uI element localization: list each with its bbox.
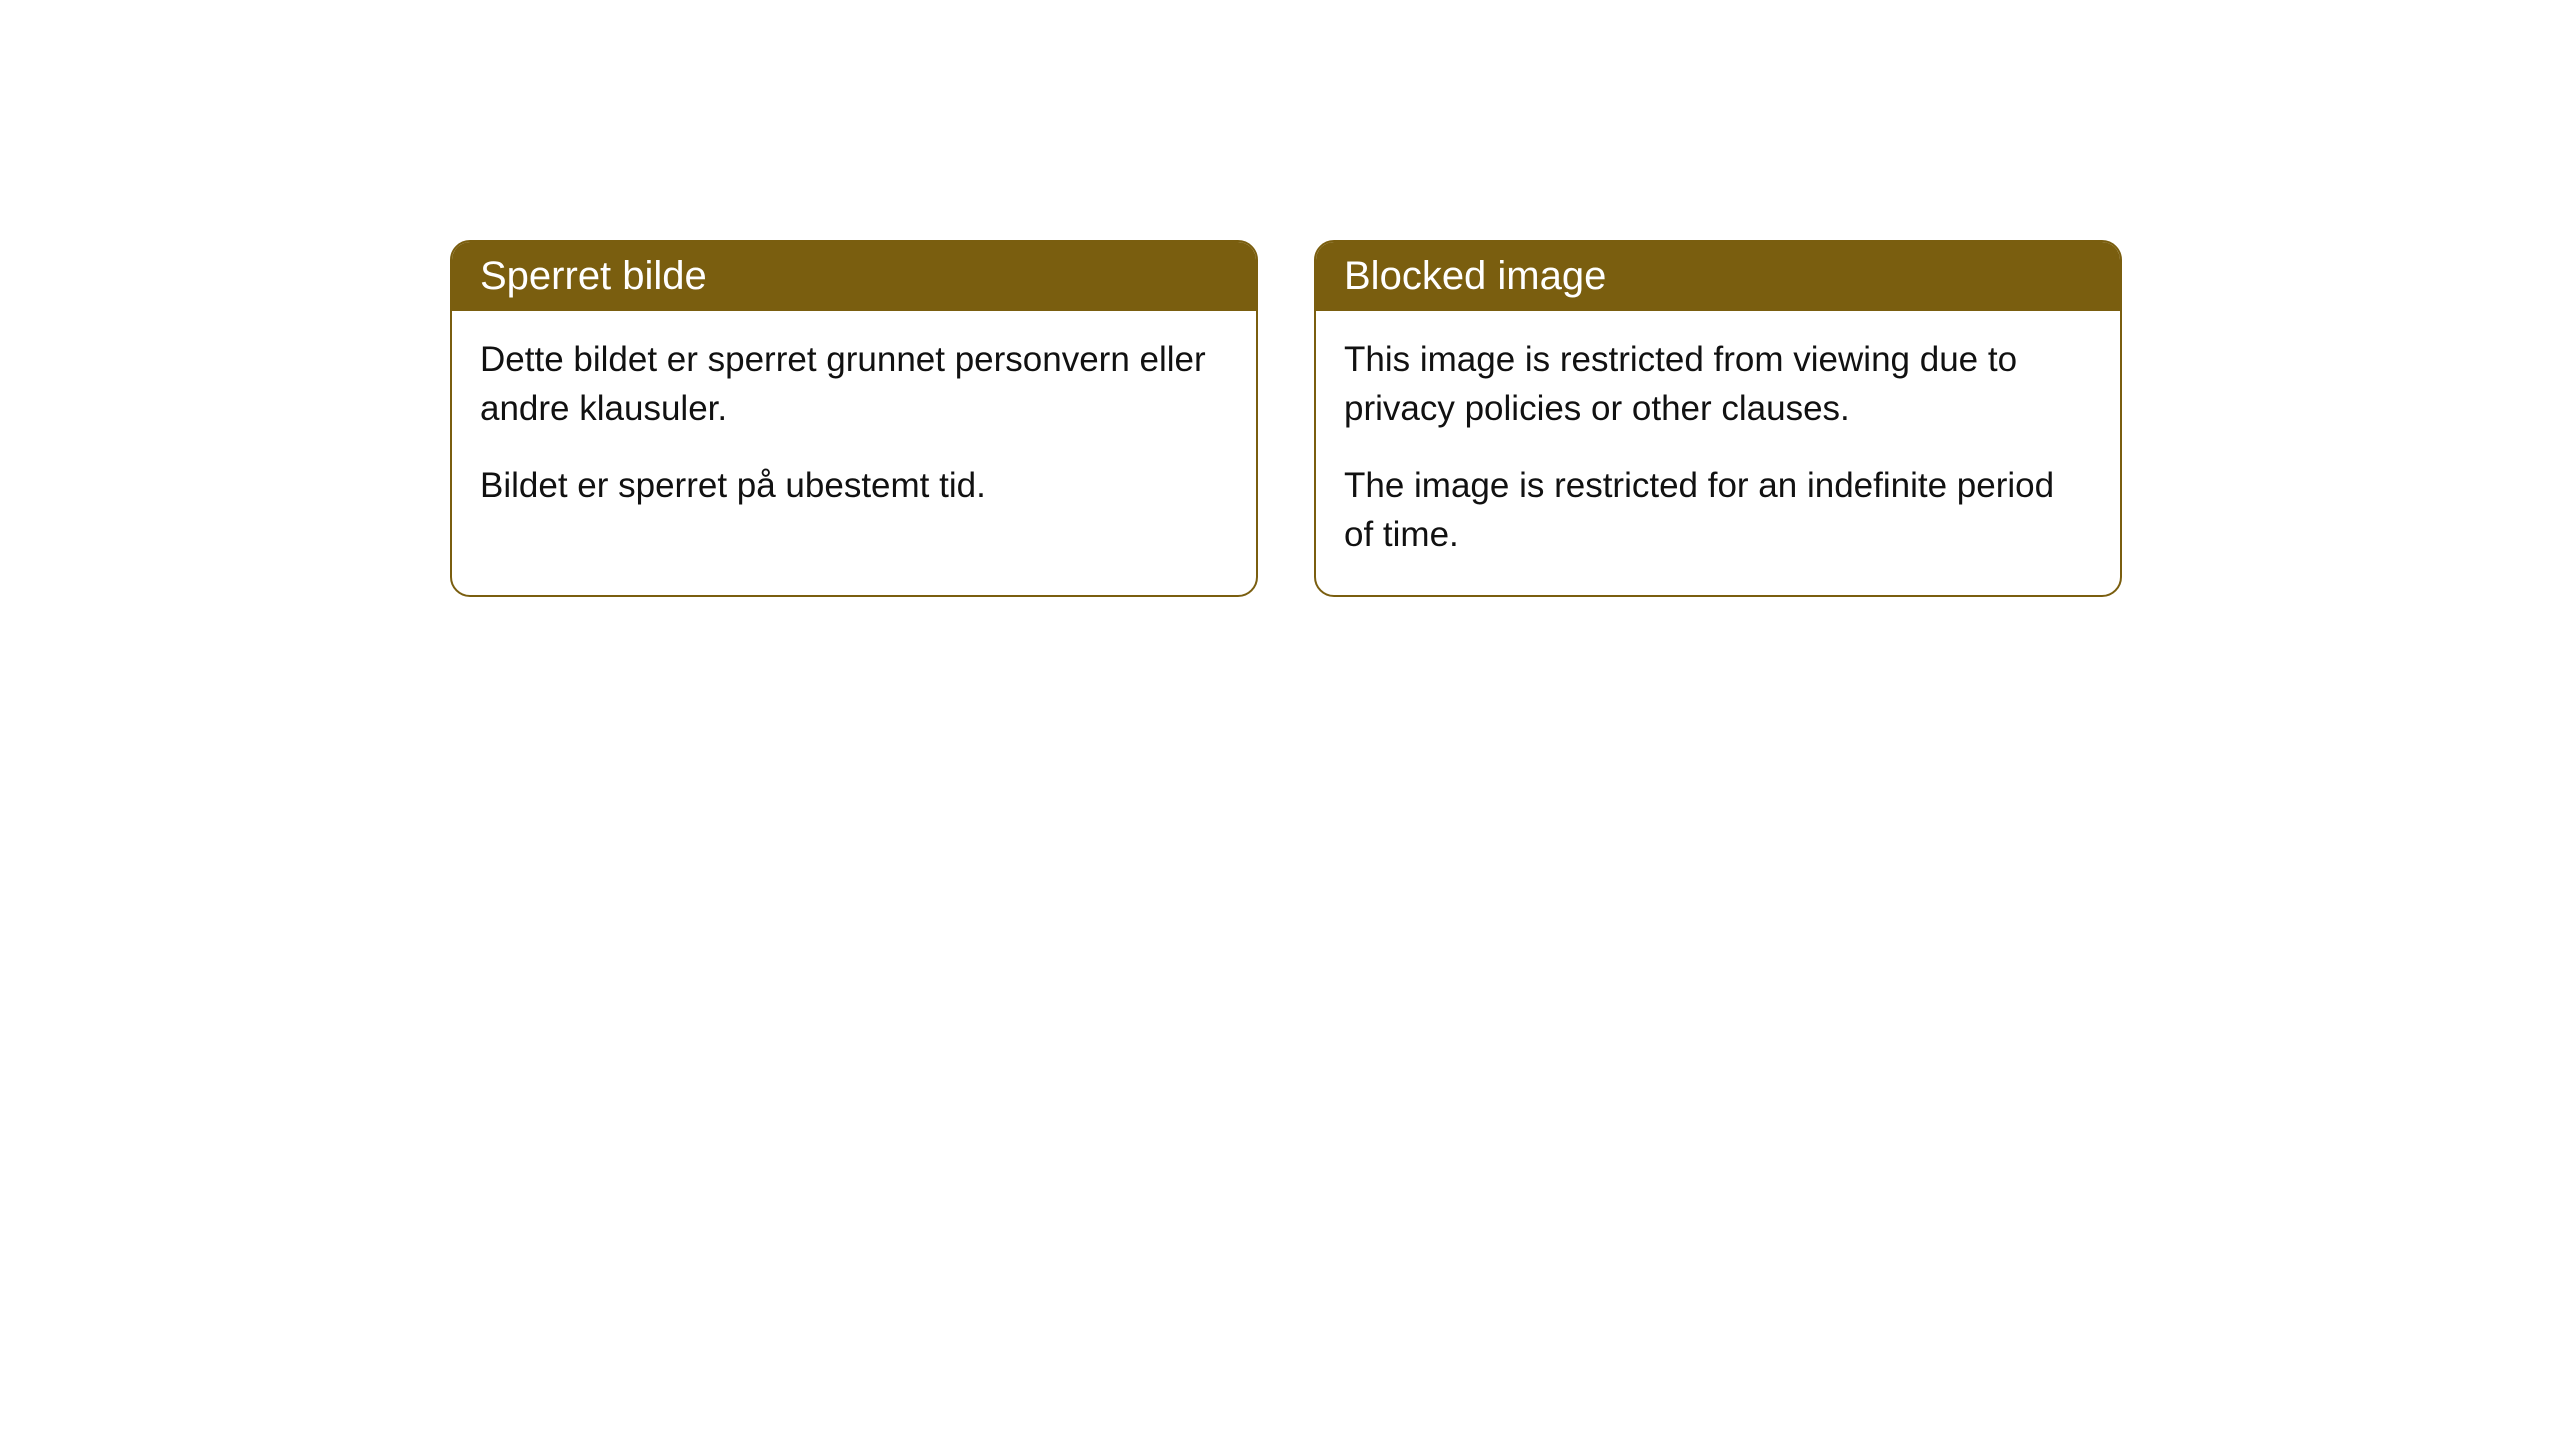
card-title: Sperret bilde bbox=[480, 254, 707, 298]
card-header: Blocked image bbox=[1316, 242, 2120, 311]
card-paragraph: Dette bildet er sperret grunnet personve… bbox=[480, 335, 1228, 433]
card-paragraph: Bildet er sperret på ubestemt tid. bbox=[480, 461, 1228, 510]
card-body: This image is restricted from viewing du… bbox=[1316, 311, 2120, 595]
card-header: Sperret bilde bbox=[452, 242, 1256, 311]
card-paragraph: This image is restricted from viewing du… bbox=[1344, 335, 2092, 433]
cards-container: Sperret bilde Dette bildet er sperret gr… bbox=[0, 0, 2560, 597]
card-english: Blocked image This image is restricted f… bbox=[1314, 240, 2122, 597]
card-title: Blocked image bbox=[1344, 254, 1606, 298]
card-body: Dette bildet er sperret grunnet personve… bbox=[452, 311, 1256, 546]
card-norwegian: Sperret bilde Dette bildet er sperret gr… bbox=[450, 240, 1258, 597]
card-paragraph: The image is restricted for an indefinit… bbox=[1344, 461, 2092, 559]
